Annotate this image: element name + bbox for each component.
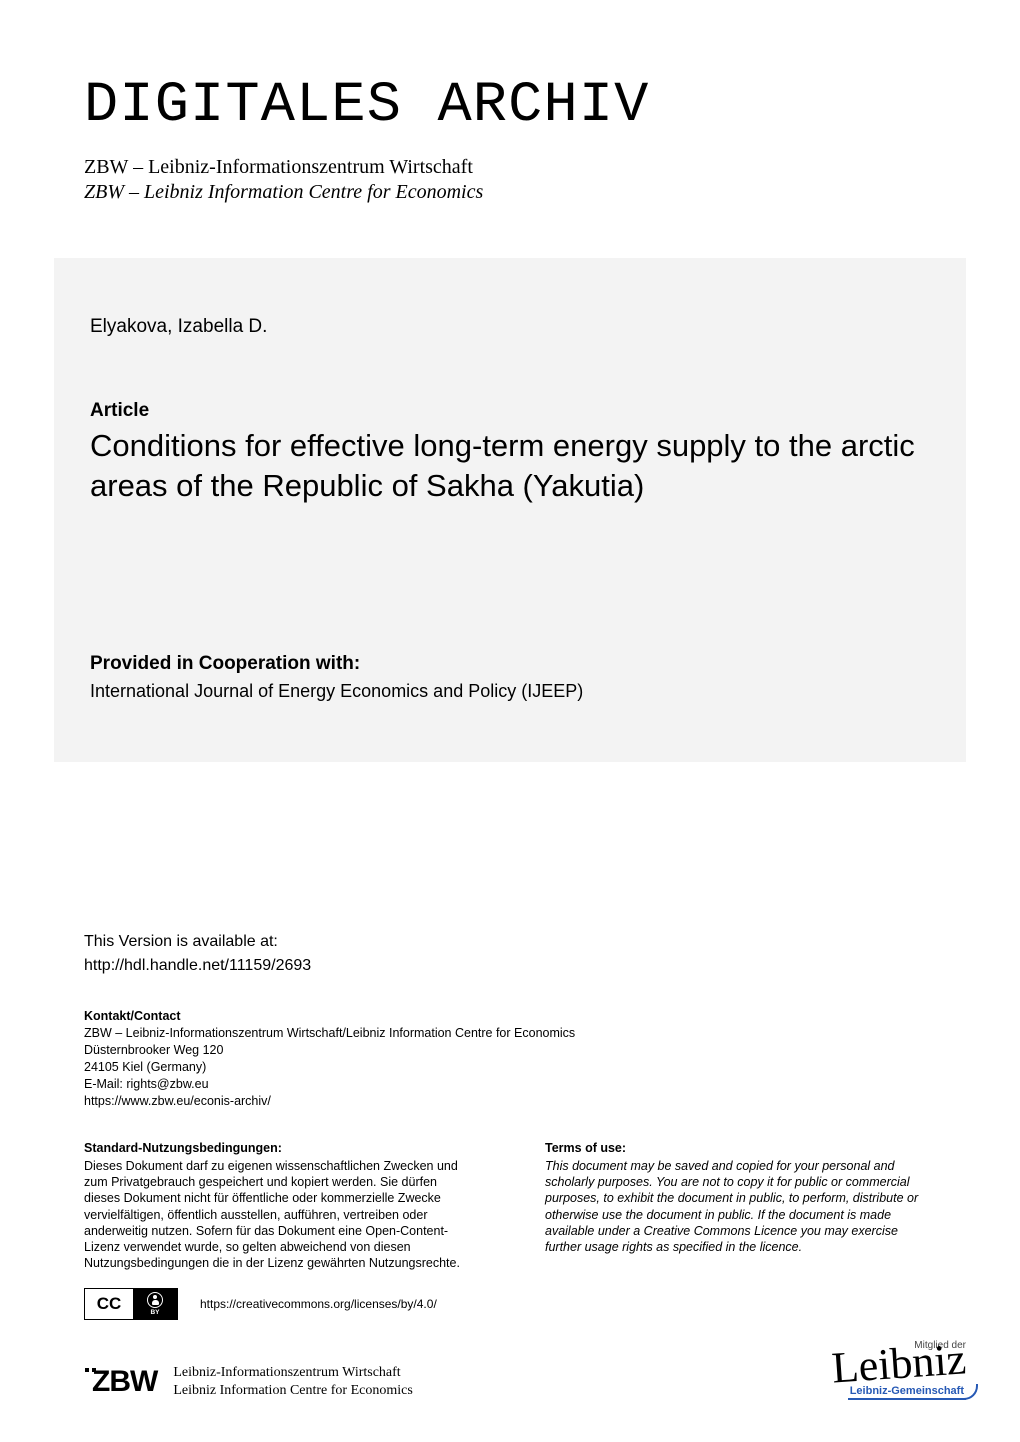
contact-block: Kontakt/Contact ZBW – Leibniz-Informatio…	[84, 1008, 936, 1109]
subtitle-de: ZBW – Leibniz-Informationszentrum Wirtsc…	[84, 156, 936, 179]
header: DIGITALES ARCHIV ZBW – Leibniz-Informati…	[0, 0, 1020, 234]
cc-badge-right: BY	[133, 1289, 177, 1319]
contact-line: 24105 Kiel (Germany)	[84, 1059, 936, 1076]
cooperation-body: International Journal of Energy Economic…	[90, 681, 930, 702]
document-type-label: Article	[90, 400, 930, 422]
terms-en-heading: Terms of use:	[545, 1140, 936, 1156]
page-title: DIGITALES ARCHIV	[84, 74, 936, 138]
contact-line: Düsternbrooker Weg 120	[84, 1042, 936, 1059]
terms-de-heading: Standard-Nutzungsbedingungen:	[84, 1140, 475, 1156]
terms-row: Standard-Nutzungsbedingungen: Dieses Dok…	[84, 1140, 936, 1272]
terms-en-body: This document may be saved and copied fo…	[545, 1158, 936, 1256]
zbw-line-de: Leibniz-Informationszentrum Wirtschaft	[173, 1364, 412, 1382]
license-url[interactable]: https://creativecommons.org/licenses/by/…	[200, 1297, 437, 1311]
contact-url[interactable]: https://www.zbw.eu/econis-archiv/	[84, 1093, 936, 1110]
author-name: Elyakova, Izabella D.	[90, 316, 930, 338]
article-title: Conditions for effective long-term energ…	[90, 426, 930, 505]
terms-de-body: Dieses Dokument darf zu eigenen wissensc…	[84, 1158, 475, 1272]
subtitle-en: ZBW – Leibniz Information Centre for Eco…	[84, 181, 936, 204]
contact-email[interactable]: E-Mail: rights@zbw.eu	[84, 1076, 936, 1093]
terms-de: Standard-Nutzungsbedingungen: Dieses Dok…	[84, 1140, 475, 1272]
leibniz-gemeinschaft-label: Leibniz-Gemeinschaft	[848, 1385, 966, 1400]
person-icon	[147, 1292, 163, 1308]
cc-by-badge-icon: CC BY	[84, 1288, 178, 1320]
zbw-logo-icon: ZBW	[84, 1365, 157, 1399]
terms-en: Terms of use: This document may be saved…	[545, 1140, 936, 1272]
contact-line: ZBW – Leibniz-Informationszentrum Wirtsc…	[84, 1025, 936, 1042]
cooperation-label: Provided in Cooperation with:	[90, 653, 930, 675]
cc-by-text: BY	[150, 1309, 159, 1316]
leibniz-signature-icon: Leibniz	[830, 1344, 966, 1384]
availability-block: This Version is available at: http://hdl…	[84, 930, 936, 978]
cc-badge-left: CC	[85, 1289, 133, 1319]
footer: ZBW Leibniz-Informationszentrum Wirtscha…	[84, 1340, 966, 1400]
contact-heading: Kontakt/Contact	[84, 1008, 936, 1025]
license-row: CC BY https://creativecommons.org/licens…	[84, 1288, 936, 1320]
zbw-logo-block: ZBW Leibniz-Informationszentrum Wirtscha…	[84, 1364, 413, 1400]
metadata-panel: Elyakova, Izabella D. Article Conditions…	[54, 258, 966, 762]
leibniz-logo-block: Mitglied der Leibniz Leibniz-Gemeinschaf…	[832, 1340, 966, 1400]
zbw-logo-text: ZBW	[92, 1365, 157, 1398]
zbw-line-en: Leibniz Information Centre for Economics	[173, 1382, 412, 1400]
availability-label: This Version is available at:	[84, 930, 936, 954]
zbw-text: Leibniz-Informationszentrum Wirtschaft L…	[173, 1364, 412, 1400]
availability-url[interactable]: http://hdl.handle.net/11159/2693	[84, 954, 936, 978]
